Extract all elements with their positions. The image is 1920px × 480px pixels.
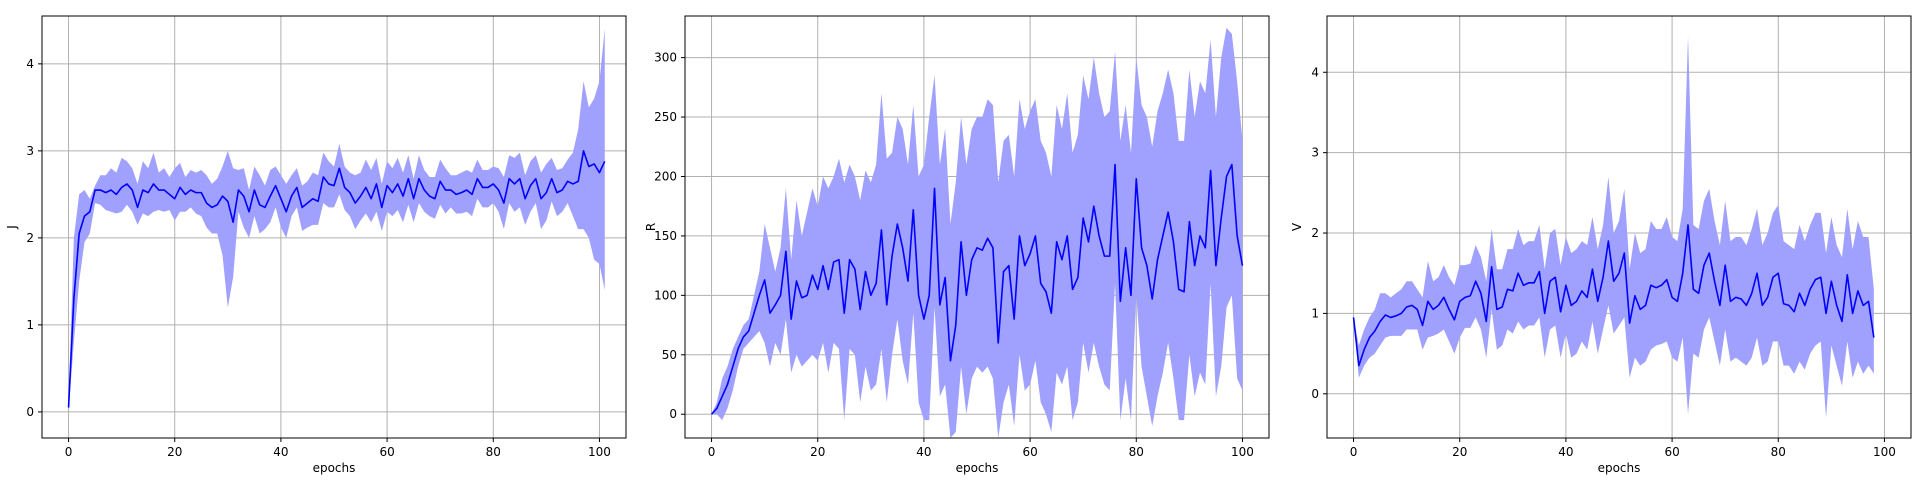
y-tick-label: 200: [654, 169, 677, 183]
y-axis-label: J: [5, 225, 19, 230]
axes-frame: [684, 15, 1270, 439]
y-tick-label: 0: [669, 407, 677, 421]
y-tick-label: 4: [26, 57, 34, 71]
x-axis-label: epochs: [956, 461, 999, 475]
y-tick-label: 50: [662, 348, 677, 362]
y-axis-label: R: [644, 223, 658, 231]
x-tick-label: 80: [486, 445, 501, 459]
series-v-band: [1353, 36, 1874, 418]
y-tick-label: 3: [26, 144, 34, 158]
y-tick-label: 150: [654, 229, 677, 243]
y-tick-label: 3: [1311, 146, 1319, 160]
x-tick-label: 80: [1129, 445, 1144, 459]
y-tick-label: 2: [1311, 226, 1319, 240]
x-tick-label: 100: [1873, 445, 1896, 459]
x-axis-label: epochs: [313, 461, 356, 475]
y-tick-label: 0: [26, 405, 34, 419]
x-tick-label: 60: [379, 445, 394, 459]
series-r-band: [711, 27, 1243, 438]
chart-v-panel: 0 20 40 60 80 100 0 1 2 3 4 epochs V: [1290, 15, 1912, 475]
x-axis-label: epochs: [1598, 461, 1641, 475]
x-tick-label: 20: [167, 445, 182, 459]
x-tick-label: 100: [588, 445, 611, 459]
x-tick-label: 20: [1452, 445, 1467, 459]
y-axis-label: V: [1290, 222, 1304, 231]
y-tick-label: 1: [26, 318, 34, 332]
x-tick-label: 40: [1558, 445, 1573, 459]
plot-area: [42, 16, 626, 438]
x-tick-label: 80: [1771, 445, 1786, 459]
axes-frame: [1326, 15, 1912, 439]
x-tick-label: 60: [1664, 445, 1679, 459]
y-tick-label: 4: [1311, 65, 1319, 79]
series-v-line: [1352, 224, 1875, 367]
x-tick-label: 0: [708, 445, 716, 459]
y-tick-label: 100: [654, 288, 677, 302]
x-tick-label: 40: [273, 445, 288, 459]
chart-j-panel: 0 20 40 60 80 100 0 1 2 3 4 epochs J: [5, 15, 627, 475]
series-r-line: [710, 163, 1244, 415]
x-tick-label: 20: [810, 445, 825, 459]
y-tick-label: 2: [26, 231, 34, 245]
x-tick-label: 0: [65, 445, 73, 459]
x-tick-label: 60: [1022, 445, 1037, 459]
y-tick-label: 300: [654, 51, 677, 65]
x-tick-label: 40: [916, 445, 931, 459]
y-tick-label: 250: [654, 110, 677, 124]
y-tick-label: 0: [1311, 387, 1319, 401]
series-j-line: [67, 150, 606, 408]
chart-r-panel: 0 20 40 60 80 100 0 50 100 150 200 250 300 epochs R: [644, 15, 1270, 475]
x-tick-label: 100: [1231, 445, 1254, 459]
axes-frame: [41, 15, 627, 439]
x-tick-label: 0: [1350, 445, 1358, 459]
y-tick-label: 1: [1311, 306, 1319, 320]
